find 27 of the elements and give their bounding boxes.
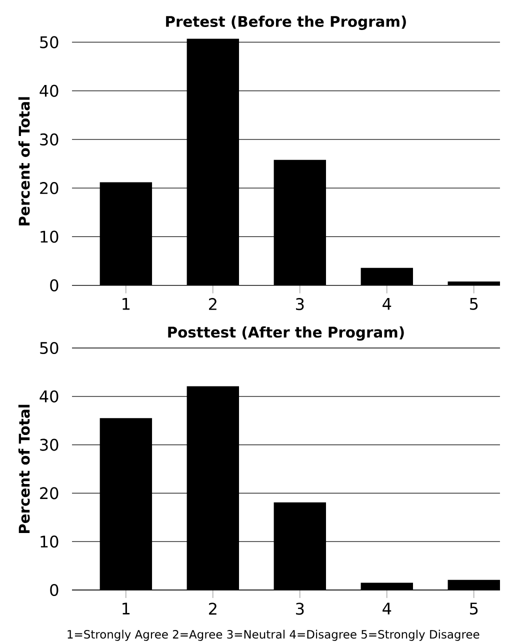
y-tick-label: 30: [40, 438, 58, 451]
y-tick-label: 10: [40, 536, 58, 548]
y-axis-title: Percent of Total: [18, 97, 30, 226]
y-tick-label: 50: [40, 342, 58, 354]
x-tick-label: 4: [382, 602, 392, 614]
y-tick-label: 0: [50, 279, 58, 292]
x-tick-label: 5: [470, 602, 478, 615]
chart-title: Posttest (After the Program): [168, 326, 404, 341]
x-tick-label: 2: [209, 602, 216, 615]
text: 1=Strongly Agree 2=Agree 3=Neutral 4=Disagree 5=Strongly Disagree: [68, 630, 480, 641]
y-tick-label: 40: [40, 84, 58, 97]
x-tick-label: 1: [122, 602, 130, 614]
y-tick-label: 30: [40, 133, 58, 146]
y-tick-label: 50: [40, 36, 58, 48]
x-tick-label: 5: [470, 298, 478, 310]
y-tick-label: 20: [40, 487, 58, 500]
y-tick-label: 40: [40, 390, 58, 402]
y-axis-title: Percent of Total: [18, 404, 30, 534]
x-tick-label: 3: [296, 602, 304, 615]
x-tick-label: 2: [209, 298, 216, 310]
y-tick-label: 20: [40, 182, 58, 194]
y-tick-label: 10: [40, 230, 58, 243]
x-tick-label: 3: [296, 298, 304, 310]
chart-title: Pretest (Before the Program): [166, 16, 406, 30]
x-tick-label: 1: [122, 298, 130, 310]
x-tick-label: 4: [382, 298, 392, 310]
y-tick-label: 0: [50, 584, 58, 596]
